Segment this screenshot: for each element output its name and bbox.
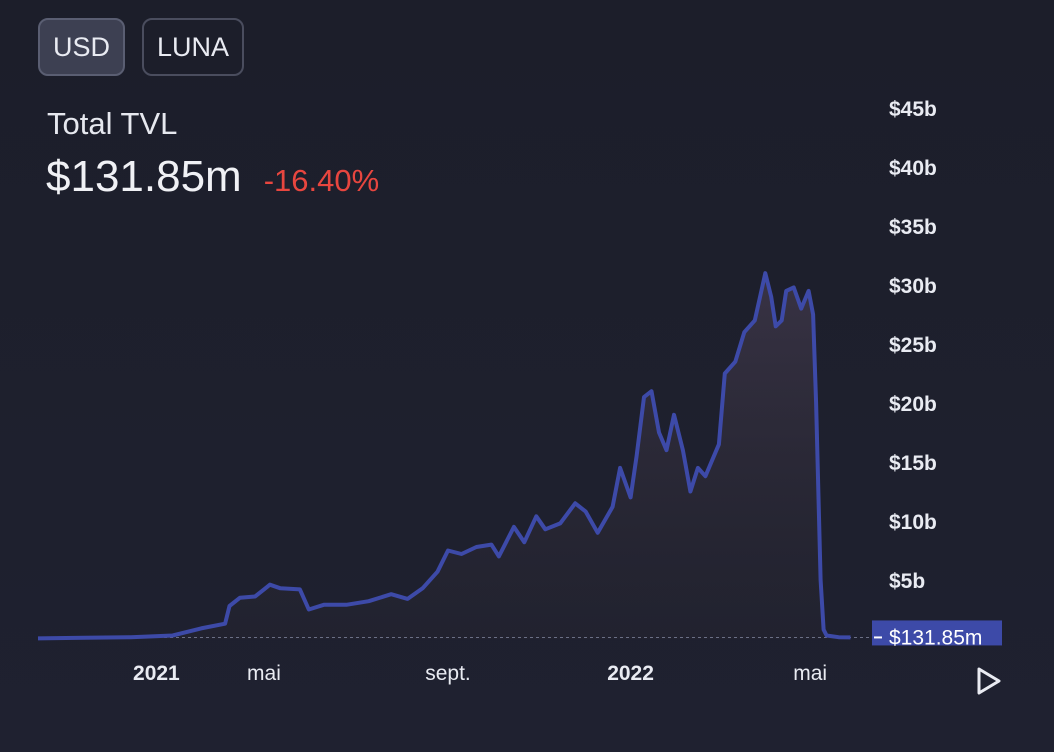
y-tick-label: $15b — [889, 452, 937, 475]
y-tick-label: $5b — [889, 570, 925, 593]
y-tick-label: $30b — [889, 275, 937, 298]
x-tick-label: mai — [247, 662, 281, 685]
y-tick-label: $10b — [889, 511, 937, 534]
current-value-label: $131.85m — [889, 626, 982, 649]
y-axis: $5b $10b $15b $20b $25b $30b $35b $40b $45b — [889, 98, 937, 593]
y-tick-label: $25b — [889, 334, 937, 357]
currency-toggle-group: USD LUNA — [38, 18, 245, 76]
y-tick-label: $35b — [889, 216, 937, 239]
x-tick-label: mai — [793, 662, 827, 685]
y-tick-label: $40b — [889, 157, 937, 180]
current-value-tag-bg — [872, 620, 1002, 646]
usd-toggle-button[interactable]: USD — [38, 18, 126, 76]
play-icon[interactable] — [968, 661, 1008, 701]
y-tick-label: $45b — [889, 98, 937, 121]
tvl-area-fill — [38, 273, 851, 639]
metric-title: Total TVL — [47, 106, 178, 141]
current-value-tag: $131.85m — [872, 620, 1002, 649]
y-tick-label: $20b — [889, 393, 937, 416]
metric-value: $131.85m — [46, 152, 242, 201]
tvl-series-line — [37, 271, 851, 641]
x-axis: 2021 mai sept. 2022 mai — [133, 662, 827, 685]
metric-change: -16.40% — [263, 163, 380, 198]
x-tick-label: 2022 — [607, 662, 654, 685]
luna-toggle-button[interactable]: LUNA — [142, 18, 245, 76]
x-tick-label: sept. — [425, 662, 471, 685]
x-tick-label: 2021 — [133, 662, 180, 685]
metric-value-row: $131.85m -16.40% — [46, 152, 379, 202]
